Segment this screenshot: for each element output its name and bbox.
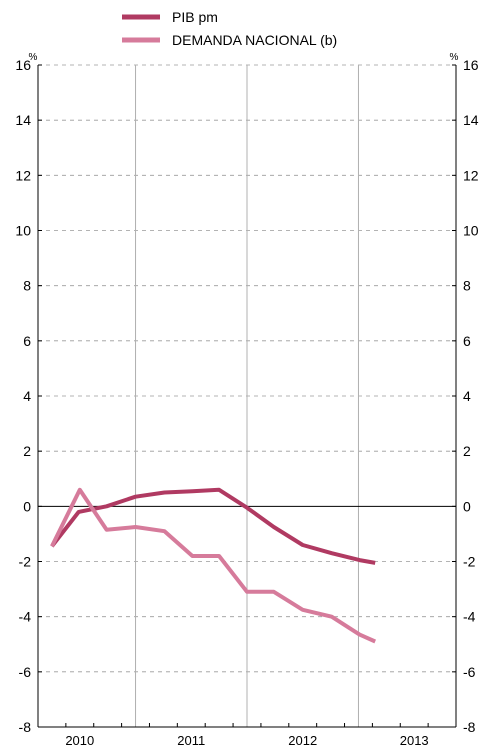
y-tick-label-left: 12 <box>15 167 31 183</box>
y-tick-label-right: 16 <box>463 57 479 73</box>
y-tick-label-right: -8 <box>463 719 476 735</box>
y-tick-label-right: 4 <box>463 388 471 404</box>
y-tick-label-right: 8 <box>463 278 471 294</box>
y-tick-label-right: 6 <box>463 333 471 349</box>
x-tick-label: 2012 <box>288 733 317 746</box>
y-tick-label-right: 10 <box>463 223 479 239</box>
y-tick-label-left: 4 <box>23 388 31 404</box>
x-tick-label: 2011 <box>177 733 205 746</box>
y-tick-label-left: 10 <box>15 223 31 239</box>
y-tick-label-left: 14 <box>15 112 31 128</box>
y-tick-label-right: 2 <box>463 443 471 459</box>
legend: PIB pm DEMANDA NACIONAL (b) <box>122 9 337 48</box>
y-tick-label-right: 12 <box>463 167 479 183</box>
y-tick-label-left: 6 <box>23 333 31 349</box>
data-series <box>50 487 377 644</box>
y-tick-label-left: -6 <box>19 664 32 680</box>
y-unit-right: % <box>450 52 459 63</box>
y-tick-label-right: 14 <box>463 112 479 128</box>
y-tick-label-left: 0 <box>23 498 31 514</box>
y-tick-label-right: 0 <box>463 498 471 514</box>
y-unit-left: % <box>29 52 38 63</box>
y-tick-label-left: -8 <box>19 719 32 735</box>
legend-label: PIB pm <box>172 9 218 25</box>
axes: -8 -8 -6 -6 -4 -4 -2 -2 0 0 2 2 4 4 6 6 8 8 10 10 12 12 14 14 16… <box>15 52 478 746</box>
y-tick-label-left: 2 <box>23 443 31 459</box>
y-tick-label-right: -6 <box>463 664 476 680</box>
y-tick-label-left: 8 <box>23 278 31 294</box>
y-tick-label-left: -4 <box>19 609 32 625</box>
series-line-1 <box>50 487 377 644</box>
x-tick-label: 2010 <box>65 733 94 746</box>
x-tick-label: 2013 <box>400 733 429 746</box>
series-line-0 <box>50 487 376 565</box>
legend-label: DEMANDA NACIONAL (b) <box>172 32 337 48</box>
y-tick-label-right: -2 <box>463 554 476 570</box>
y-tick-label-right: -4 <box>463 609 476 625</box>
y-tick-label-left: 16 <box>15 57 31 73</box>
y-tick-label-left: -2 <box>19 554 32 570</box>
grid-lines <box>38 64 456 727</box>
